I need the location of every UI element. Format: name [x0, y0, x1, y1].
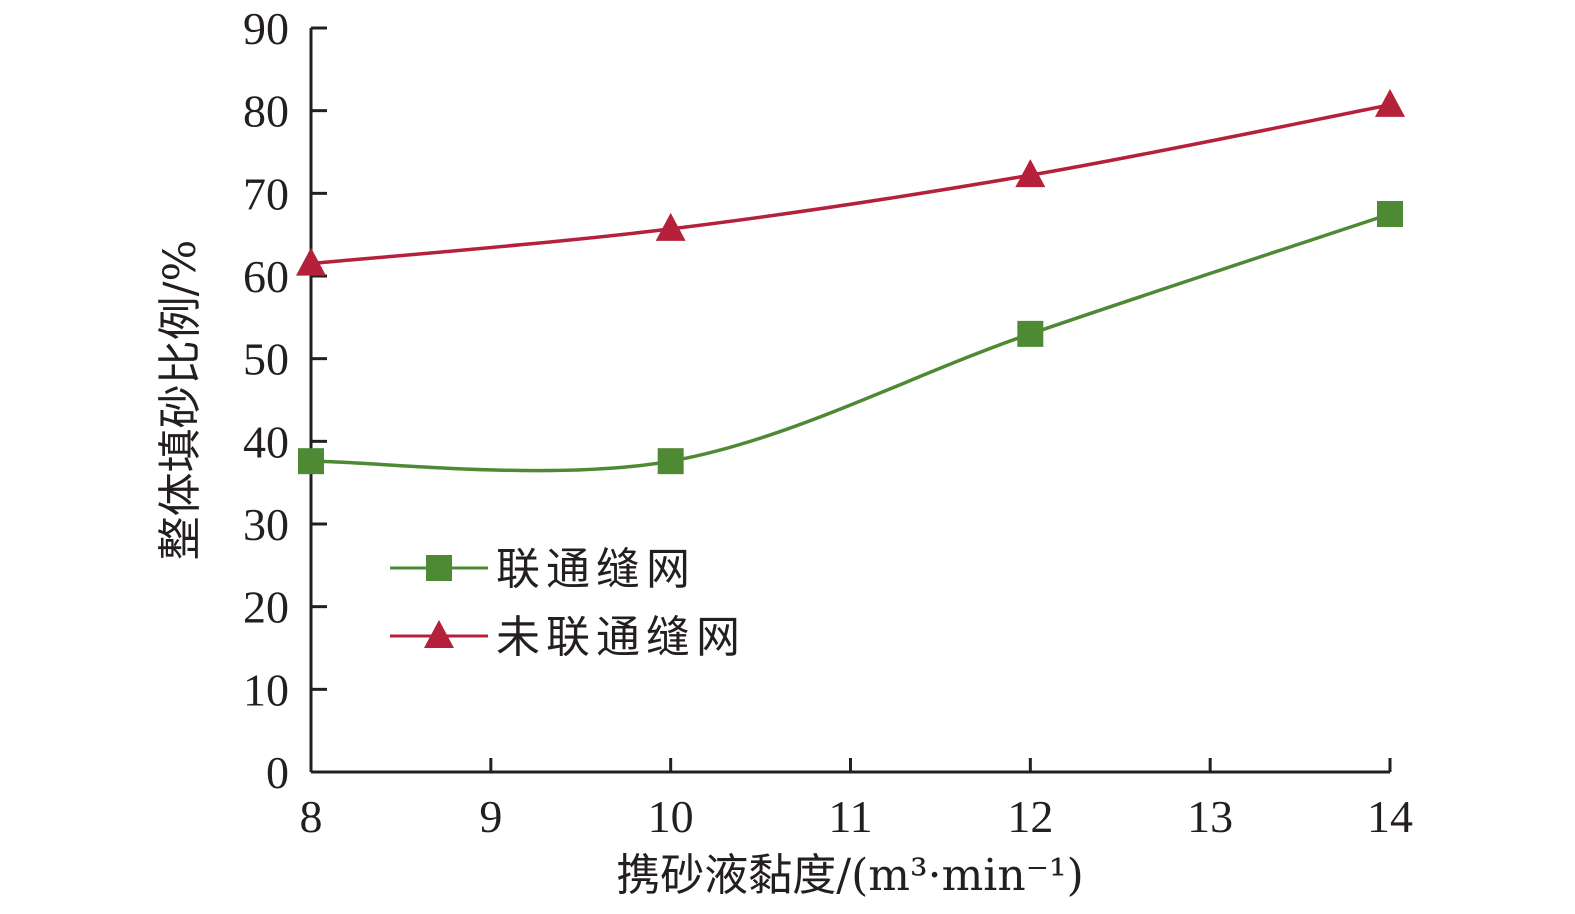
triangle-marker [1015, 159, 1046, 188]
y-tick-label: 40 [243, 416, 289, 467]
legend-label: 联通缝网 [496, 544, 696, 595]
square-marker [298, 448, 324, 475]
triangle-marker [1375, 88, 1405, 117]
triangle-marker [296, 247, 326, 276]
y-tick-label: 50 [243, 334, 289, 385]
triangle-marker [424, 620, 454, 648]
x-tick-label: 10 [648, 791, 694, 842]
y-tick-label: 20 [243, 582, 289, 633]
y-tick-label: 30 [243, 499, 289, 550]
y-tick-label: 90 [243, 3, 289, 54]
x-tick-label: 14 [1367, 791, 1413, 842]
legend-item: 未联通缝网 [390, 612, 746, 663]
series-line [310, 212, 1391, 473]
y-tick-label: 0 [266, 747, 289, 798]
triangle-marker [655, 212, 686, 241]
square-marker [426, 555, 452, 581]
legend-label: 未联通缝网 [496, 612, 746, 663]
series-square [298, 201, 1403, 475]
y-axis-title: 整体填砂比例/% [155, 240, 206, 561]
x-axis-title: 携砂液黏度/(m³·min⁻¹) [616, 850, 1084, 901]
x-tick-label: 11 [828, 791, 872, 842]
square-marker [1017, 320, 1044, 347]
x-tick-label: 12 [1007, 791, 1053, 842]
legend-item: 联通缝网 [390, 544, 696, 595]
square-marker [657, 448, 684, 475]
x-tick-label: 13 [1187, 791, 1233, 842]
y-tick-label: 70 [243, 168, 289, 219]
y-tick-label: 80 [243, 86, 289, 137]
series-layer [296, 88, 1405, 475]
square-marker [1377, 201, 1403, 227]
series-triangle [296, 88, 1405, 276]
series-line [310, 103, 1391, 266]
y-tick-label: 10 [243, 664, 289, 715]
x-tick-label: 9 [479, 791, 502, 842]
axes: 0 10 20 30 40 50 60 70 80 90 8 9 10 11 12 13 14 [243, 3, 1413, 842]
x-tick-label: 8 [300, 791, 323, 842]
y-tick-label: 60 [243, 251, 289, 302]
